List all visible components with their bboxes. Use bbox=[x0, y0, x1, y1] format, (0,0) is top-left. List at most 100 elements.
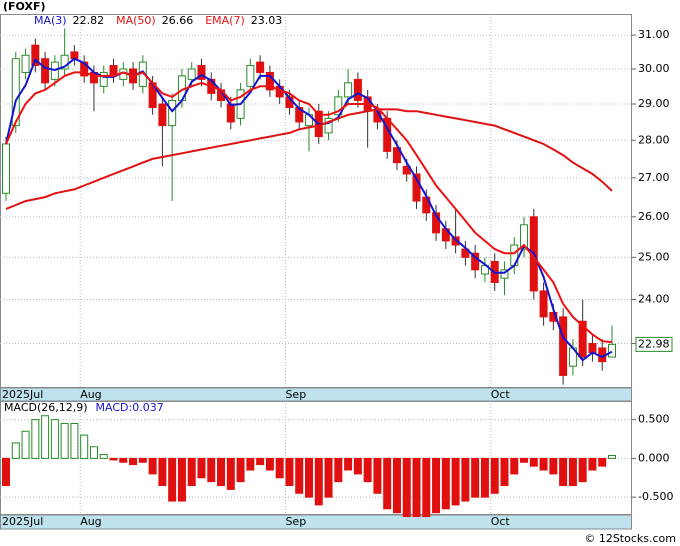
macd-bar bbox=[402, 457, 411, 518]
macd-bar bbox=[197, 457, 206, 479]
macd-bar bbox=[568, 457, 577, 487]
macd-bar bbox=[559, 457, 568, 487]
macd-bar bbox=[168, 457, 177, 502]
macd-bar bbox=[344, 457, 353, 471]
macd-annotation: MACD:0.037 bbox=[96, 401, 164, 414]
candle-body bbox=[432, 212, 441, 234]
macd-bar bbox=[60, 422, 69, 459]
ma-line bbox=[5, 71, 613, 344]
x-tick-label: 2025Jul bbox=[2, 388, 43, 401]
macd-bar bbox=[41, 415, 50, 459]
y-tick-label: 28.00 bbox=[638, 133, 670, 146]
macd-bar bbox=[451, 457, 460, 506]
candle-body bbox=[60, 54, 69, 70]
macd-bar bbox=[265, 457, 274, 471]
macd-bar bbox=[70, 422, 79, 459]
candle-body bbox=[187, 68, 196, 80]
candle-body bbox=[559, 316, 568, 376]
source: © 12Stocks.com bbox=[584, 532, 676, 545]
macd-bar bbox=[392, 457, 401, 514]
y-tick-label: 25.00 bbox=[638, 250, 670, 263]
y-tick-label: 24.00 bbox=[638, 293, 670, 306]
x-tick-label: 2025Jul bbox=[2, 515, 43, 528]
y-tick-label: 29.00 bbox=[638, 97, 670, 110]
candle-body bbox=[21, 54, 30, 73]
last-price-box bbox=[635, 336, 673, 352]
candle-body bbox=[158, 103, 167, 127]
candle-body bbox=[41, 58, 50, 84]
candle-body bbox=[588, 342, 597, 354]
macd-bar bbox=[129, 457, 138, 466]
candle-body bbox=[246, 65, 255, 87]
macd-bar bbox=[138, 457, 147, 463]
candle-body bbox=[500, 269, 509, 279]
macd-bar bbox=[480, 457, 489, 498]
macd-bar bbox=[89, 446, 98, 459]
macd-bar bbox=[363, 457, 372, 483]
legend-value: 22.82 bbox=[73, 14, 105, 27]
candle-body bbox=[168, 99, 177, 127]
macd-bar bbox=[2, 457, 10, 487]
macd-bar bbox=[324, 457, 333, 498]
candle-body bbox=[471, 252, 480, 271]
y-tick-label: -0.500 bbox=[638, 490, 673, 503]
macd-bar bbox=[275, 457, 284, 479]
ma-line bbox=[5, 108, 613, 210]
y-tick-label: 26.00 bbox=[638, 210, 670, 223]
x-tick-label: Aug bbox=[80, 388, 101, 401]
candle-body bbox=[353, 78, 362, 101]
macd-bar bbox=[285, 457, 294, 487]
macd-bar bbox=[539, 457, 548, 471]
macd-bar bbox=[373, 457, 382, 494]
macd-bar bbox=[588, 457, 597, 471]
macd-bar bbox=[500, 457, 509, 487]
candle-body bbox=[334, 96, 343, 116]
x-tick-label: Sep bbox=[285, 388, 306, 401]
macd-bar bbox=[334, 457, 343, 483]
last-price-label: 22.98 bbox=[638, 337, 670, 350]
candle-body bbox=[256, 61, 265, 73]
legend-value: 26.66 bbox=[162, 14, 194, 27]
macd-bar bbox=[11, 442, 20, 459]
macd-bar bbox=[148, 457, 157, 475]
macd-bar bbox=[314, 457, 323, 506]
x-tick-label: Aug bbox=[80, 515, 101, 528]
legend-name: EMA(7) bbox=[205, 14, 245, 27]
candle-body bbox=[412, 173, 421, 202]
macd-bar bbox=[109, 457, 118, 461]
macd-bar bbox=[187, 457, 196, 487]
macd-bar bbox=[246, 457, 255, 471]
candle-body bbox=[324, 117, 333, 134]
legend-name: MA(3) bbox=[34, 14, 67, 27]
macd-bar bbox=[383, 457, 392, 510]
macd-bar bbox=[422, 457, 431, 518]
date-strip bbox=[0, 514, 632, 530]
candle-body bbox=[197, 65, 206, 80]
legend-value: 23.03 bbox=[251, 14, 283, 27]
y-tick-label: 31.00 bbox=[638, 28, 670, 41]
macd-bar bbox=[158, 457, 167, 487]
y-tick-label: 0.500 bbox=[638, 413, 670, 426]
macd-bar bbox=[21, 430, 30, 459]
macd-bar bbox=[31, 419, 40, 459]
macd-bar bbox=[510, 457, 519, 475]
macd-title: MACD(26,12,9) bbox=[4, 401, 88, 414]
macd-bar bbox=[441, 457, 450, 510]
macd-bar bbox=[119, 457, 128, 463]
plot-layer bbox=[2, 28, 616, 518]
x-tick-label: Oct bbox=[491, 515, 511, 528]
macd-bar bbox=[353, 457, 362, 475]
candle-body bbox=[99, 71, 108, 87]
macd-bar bbox=[236, 457, 245, 483]
macd-bar bbox=[256, 457, 265, 466]
macd-bar bbox=[520, 457, 529, 463]
macd-bar bbox=[50, 419, 59, 459]
y-tick-label: 27.00 bbox=[638, 171, 670, 184]
candle-body bbox=[226, 103, 235, 123]
macd-bar bbox=[598, 457, 607, 467]
candle-body bbox=[539, 290, 548, 318]
chart-title: (FOXF) bbox=[3, 0, 46, 13]
macd-bar bbox=[578, 457, 587, 483]
